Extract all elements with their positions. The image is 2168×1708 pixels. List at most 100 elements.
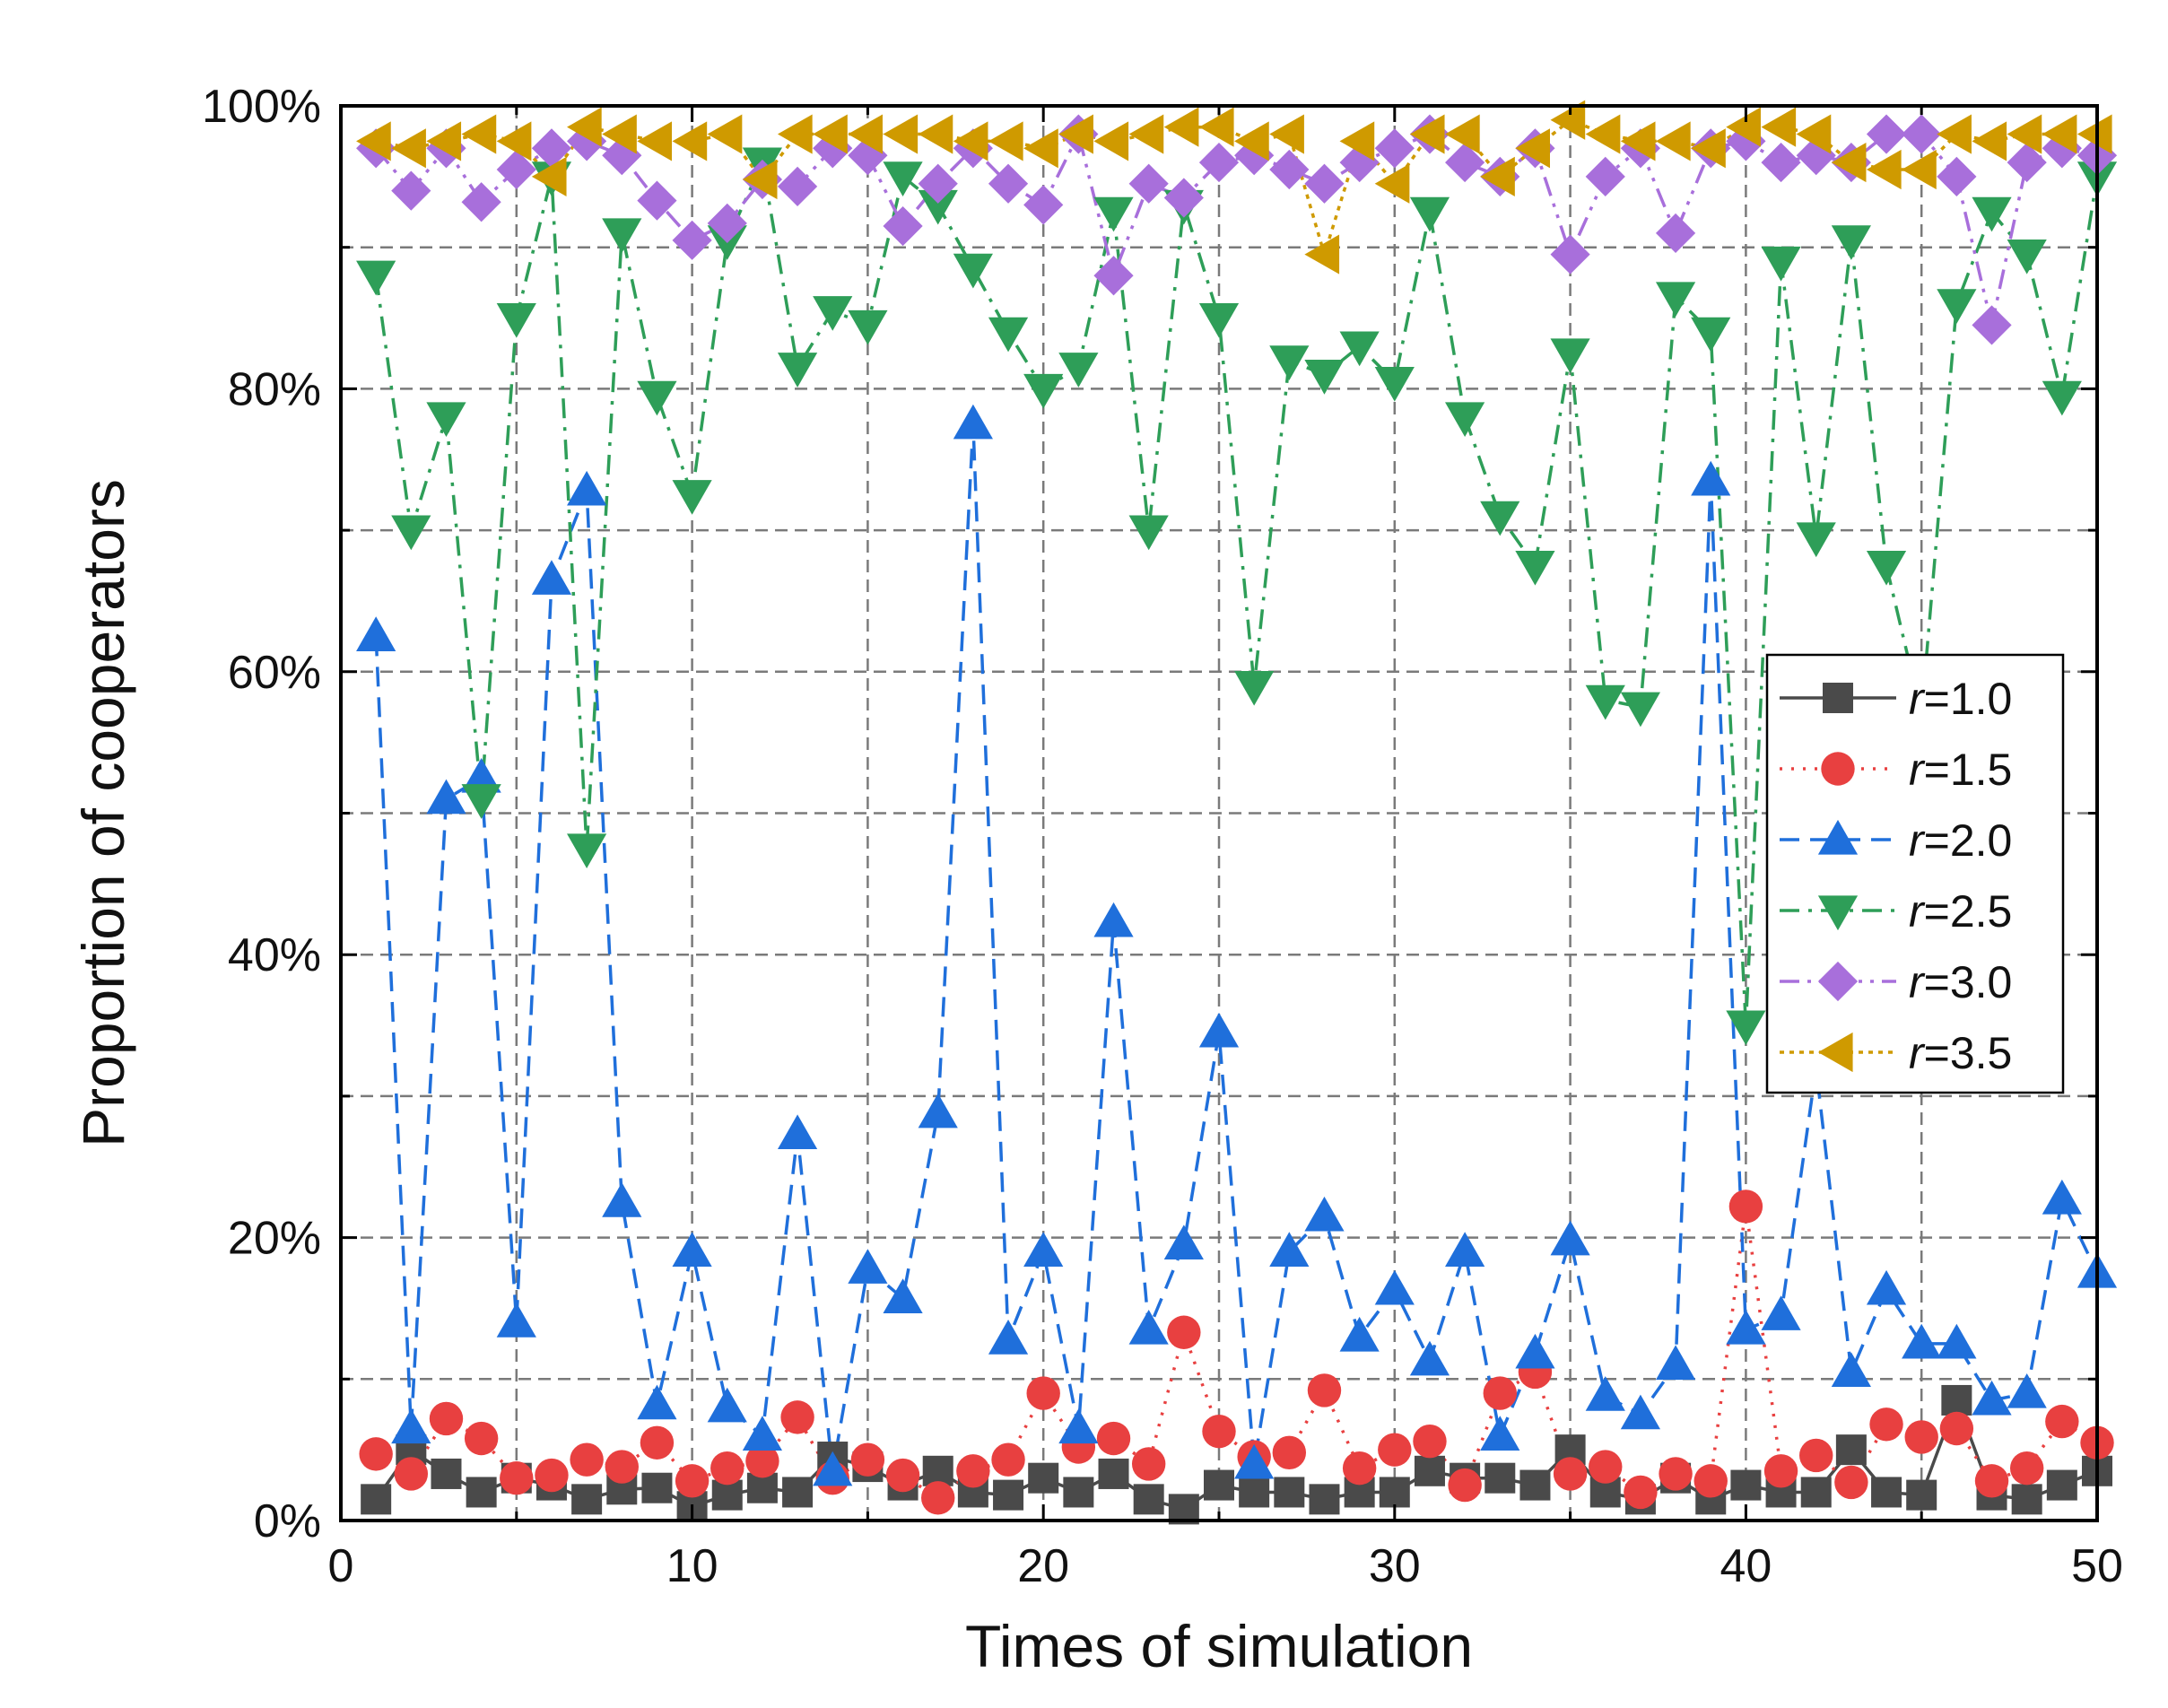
data-point — [394, 1457, 429, 1491]
data-point — [1972, 305, 2012, 345]
data-point — [1761, 107, 1797, 147]
data-point — [921, 1481, 955, 1515]
data-point — [1728, 1190, 1763, 1224]
data-point — [1272, 1435, 1307, 1470]
data-point — [567, 107, 602, 147]
data-point — [1198, 107, 1234, 147]
data-point — [1796, 135, 1836, 176]
data-point — [429, 1401, 464, 1436]
data-point — [1831, 142, 1867, 183]
data-point — [707, 203, 747, 243]
data-point — [531, 560, 572, 595]
data-point — [1374, 128, 1415, 169]
data-point — [361, 1484, 392, 1515]
legend-label-value: =2.5 — [1924, 886, 2013, 937]
data-point — [426, 402, 466, 438]
data-point — [1655, 121, 1691, 161]
data-point — [1906, 1479, 1937, 1511]
data-point — [1515, 128, 1551, 169]
data-point — [991, 1442, 1025, 1477]
data-point — [1414, 1455, 1445, 1486]
data-point — [1796, 114, 1832, 154]
data-point — [1374, 163, 1410, 204]
x-tick-label: 20 — [1017, 1540, 1069, 1592]
data-point — [1730, 1469, 1762, 1501]
legend-item: r=1.0 — [1780, 674, 2012, 724]
legend-label: r=3.5 — [1909, 1028, 2012, 1078]
data-point — [848, 114, 883, 154]
data-point — [707, 1387, 747, 1423]
data-point — [641, 1472, 673, 1503]
data-point — [535, 1458, 569, 1493]
data-point — [1589, 1450, 1623, 1484]
data-point — [1023, 1232, 1064, 1267]
legend-label-var: r — [1909, 745, 1926, 795]
data-point — [1413, 1424, 1447, 1459]
data-point — [672, 121, 708, 161]
data-point — [1761, 246, 1801, 282]
data-point — [602, 114, 637, 154]
data-point — [1655, 282, 1696, 317]
data-point — [359, 1437, 393, 1471]
data-point — [1937, 156, 1977, 196]
data-point — [1620, 692, 1661, 728]
data-point — [1585, 114, 1621, 154]
data-point — [1941, 1384, 1972, 1416]
data-point — [1269, 1232, 1310, 1267]
data-point — [1763, 1454, 1798, 1488]
data-point — [1866, 1269, 1907, 1305]
data-point — [1445, 114, 1480, 154]
data-point — [1515, 1333, 1555, 1369]
data-point — [672, 480, 712, 515]
series-markers — [356, 100, 2118, 1525]
data-point — [1234, 121, 1269, 161]
data-point — [1093, 121, 1129, 161]
data-point — [567, 833, 607, 869]
data-point — [356, 616, 396, 651]
data-point — [1023, 185, 1064, 225]
data-point — [391, 515, 431, 551]
data-point — [1483, 1376, 1517, 1410]
data-point — [2077, 114, 2112, 154]
data-point — [431, 1458, 462, 1489]
data-point — [1585, 1376, 1625, 1411]
data-point — [988, 121, 1023, 161]
data-point — [777, 1114, 818, 1150]
legend-box — [1765, 653, 2065, 1094]
data-point — [1023, 373, 1064, 409]
data-point — [988, 1320, 1029, 1355]
data-point — [813, 1451, 853, 1486]
data-point — [1519, 1469, 1551, 1501]
x-tick-label: 30 — [1369, 1540, 1421, 1592]
data-point — [1480, 501, 1520, 536]
data-point — [2007, 142, 2047, 183]
data-point — [496, 121, 532, 161]
data-point — [1624, 1475, 1658, 1510]
data-point — [1198, 142, 1240, 183]
data-point — [1515, 550, 1555, 586]
data-point — [1761, 142, 1801, 183]
data-point — [1198, 302, 1240, 338]
data-point — [531, 156, 567, 196]
data-point — [637, 380, 677, 416]
legend-label-var: r — [1909, 957, 1926, 1007]
y-tick-label: 0% — [254, 1495, 321, 1547]
data-point — [1448, 1468, 1482, 1503]
data-point — [1133, 1484, 1164, 1515]
data-point — [500, 1460, 534, 1495]
data-point — [1550, 234, 1590, 274]
data-point — [605, 1450, 639, 1484]
data-point — [1128, 515, 1169, 551]
data-point — [988, 317, 1029, 353]
data-point — [918, 114, 953, 154]
legend: r=1.0r=1.5r=2.0r=2.5r=3.0r=3.5 — [1765, 653, 2065, 1094]
data-point — [883, 205, 923, 247]
data-point — [1342, 1451, 1377, 1486]
data-point — [780, 1400, 814, 1434]
data-point — [1058, 114, 1093, 154]
data-point — [602, 218, 642, 254]
data-point — [918, 189, 958, 225]
data-point — [391, 1408, 431, 1444]
x-tick-label: 0 — [328, 1540, 354, 1592]
